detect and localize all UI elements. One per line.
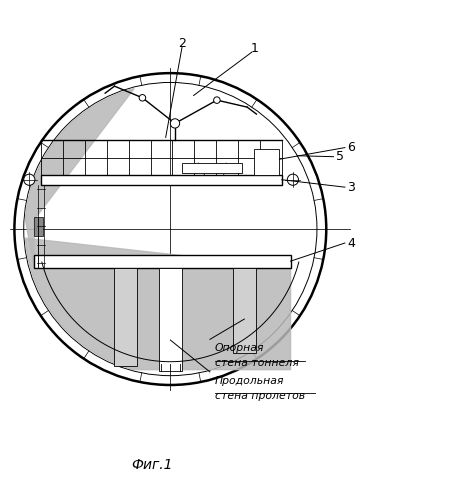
Text: Продольная: Продольная	[215, 376, 284, 386]
Text: стена тоннеля: стена тоннеля	[215, 358, 299, 368]
Text: 6: 6	[347, 141, 355, 154]
Circle shape	[171, 118, 179, 128]
Text: Опорная: Опорная	[215, 343, 264, 353]
Bar	[41, 174, 282, 185]
Text: Фиг.1: Фиг.1	[131, 458, 172, 472]
Text: 4: 4	[347, 236, 355, 250]
Polygon shape	[25, 238, 291, 370]
Bar	[233, 268, 255, 354]
Polygon shape	[25, 88, 134, 268]
Circle shape	[24, 174, 35, 186]
Text: 1: 1	[250, 42, 258, 55]
Text: 3: 3	[347, 180, 355, 194]
Circle shape	[139, 94, 146, 101]
Bar	[34, 254, 291, 268]
Text: стена пролетов: стена пролетов	[215, 390, 305, 400]
Circle shape	[287, 174, 299, 186]
Text: 2: 2	[178, 38, 186, 51]
Circle shape	[214, 97, 220, 103]
Bar	[34, 218, 43, 236]
Text: 5: 5	[336, 150, 344, 163]
Bar	[182, 163, 243, 173]
Bar	[254, 149, 279, 174]
Bar	[114, 268, 137, 366]
Bar	[159, 268, 182, 371]
